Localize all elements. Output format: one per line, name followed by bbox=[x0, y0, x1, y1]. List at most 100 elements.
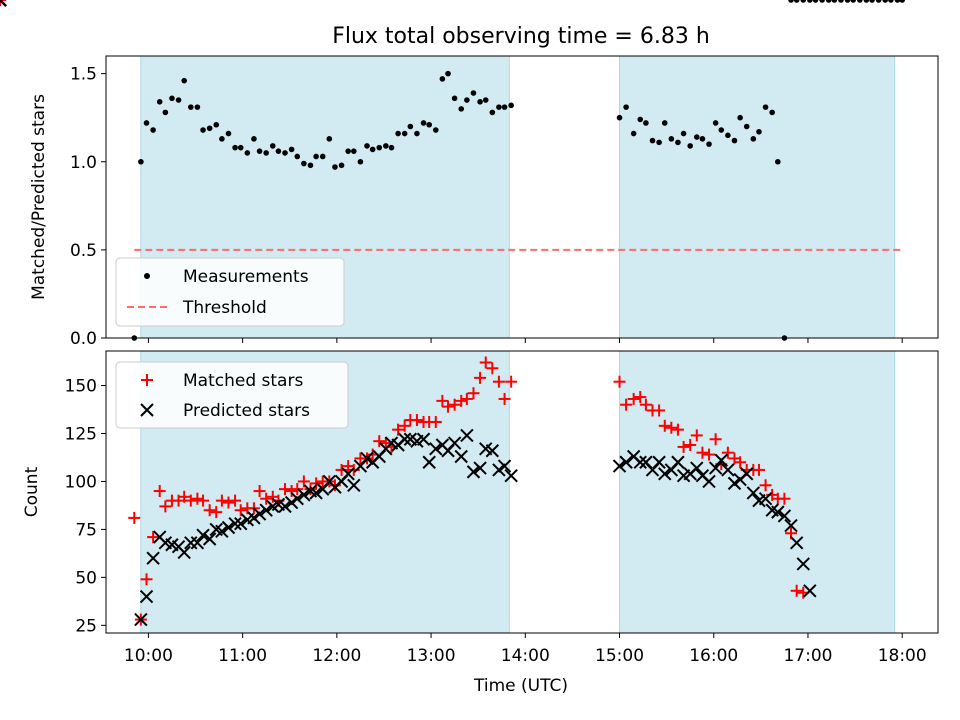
measurement-point bbox=[623, 104, 629, 110]
x-stroke bbox=[196, 528, 210, 542]
measurement-point bbox=[812, 0, 819, 3]
x-stroke bbox=[221, 520, 236, 535]
legend-predicted-marker bbox=[140, 403, 154, 417]
measurement-point bbox=[388, 144, 395, 151]
x-stroke bbox=[652, 455, 666, 469]
matched-star-point bbox=[460, 392, 473, 405]
x-stroke bbox=[190, 536, 205, 550]
x-tick-label: 18:00 bbox=[878, 646, 927, 666]
measurement-point bbox=[712, 120, 719, 126]
measurement-point bbox=[649, 137, 656, 144]
matched-star-point bbox=[639, 398, 652, 411]
measurement-point bbox=[718, 127, 725, 133]
predicted-star-point bbox=[447, 436, 462, 450]
predicted-star-point bbox=[796, 557, 810, 571]
measurement-point bbox=[188, 104, 194, 110]
top-legend: Measurements Threshold bbox=[115, 257, 345, 327]
predicted-star-point bbox=[360, 451, 374, 466]
measurement-point bbox=[169, 95, 175, 102]
y-tick-label: 25 bbox=[75, 616, 97, 636]
measurement-point bbox=[225, 130, 232, 137]
top-y-axis-label: Matched/Predicted stars bbox=[29, 94, 49, 300]
matched-star-point bbox=[677, 440, 690, 453]
measurement-point bbox=[338, 162, 345, 169]
x-stroke bbox=[619, 455, 633, 469]
measurement-point bbox=[288, 146, 295, 153]
measurement-point bbox=[496, 104, 502, 110]
measurement-point bbox=[769, 109, 775, 116]
x-stroke bbox=[497, 459, 512, 473]
matched-star-point bbox=[398, 419, 411, 432]
legend-threshold-label: Threshold bbox=[182, 298, 267, 318]
matched-star-point bbox=[620, 398, 633, 411]
measurement-point bbox=[630, 130, 637, 137]
matched-star-point bbox=[159, 500, 172, 513]
predicted-star-point bbox=[309, 486, 323, 500]
x-stroke bbox=[727, 476, 742, 491]
x-stroke bbox=[303, 484, 318, 498]
matched-star-point bbox=[778, 492, 791, 505]
matched-star-point bbox=[373, 435, 386, 448]
bottom-axes-frame bbox=[105, 350, 939, 634]
matched-star-point bbox=[486, 362, 499, 375]
matched-star-point bbox=[410, 414, 423, 427]
predicted-star-point bbox=[633, 455, 647, 469]
x-stroke bbox=[259, 503, 273, 517]
predicted-star-point bbox=[746, 486, 761, 500]
predicted-star-point bbox=[429, 442, 443, 456]
predicted-star-point bbox=[134, 612, 148, 627]
measurement-point bbox=[369, 146, 376, 153]
predicted-star-point bbox=[473, 461, 487, 475]
measurement-point bbox=[194, 104, 201, 110]
top-axes-frame bbox=[105, 55, 939, 339]
matched-star-point bbox=[479, 356, 492, 369]
measurement-point bbox=[668, 136, 675, 142]
measurement-point bbox=[401, 130, 408, 137]
matched-star-point bbox=[197, 494, 210, 507]
y-tick-label: 0.5 bbox=[70, 241, 97, 261]
measurement-point bbox=[508, 102, 514, 109]
predicted-star-point bbox=[341, 467, 355, 481]
x-stroke bbox=[215, 524, 229, 539]
measurement-point bbox=[687, 143, 693, 149]
measurement-point bbox=[793, 0, 800, 3]
matched-star-point bbox=[442, 400, 455, 413]
x-stroke bbox=[403, 432, 418, 446]
predicted-star-point bbox=[460, 428, 474, 443]
matched-star-point bbox=[671, 423, 684, 436]
predicted-star-point bbox=[202, 532, 217, 546]
x-stroke bbox=[796, 557, 810, 571]
measurement-point bbox=[143, 120, 150, 126]
predicted-star-point bbox=[789, 536, 804, 550]
measurement-point bbox=[301, 160, 307, 167]
measurement-point bbox=[407, 123, 414, 130]
measurement-point bbox=[656, 139, 662, 146]
predicted-star-point bbox=[504, 468, 518, 483]
x-stroke bbox=[485, 444, 500, 458]
measurement-point bbox=[869, 0, 875, 3]
measurement-point bbox=[426, 121, 432, 128]
matched-star-point bbox=[436, 394, 449, 407]
x-stroke bbox=[784, 518, 798, 533]
matched-star-point bbox=[492, 375, 505, 388]
matched-star-point bbox=[684, 439, 697, 451]
measurement-point bbox=[200, 127, 206, 133]
measurement-point bbox=[894, 0, 901, 3]
x-stroke bbox=[347, 478, 361, 492]
matched-star-point bbox=[128, 511, 141, 524]
predicted-star-point bbox=[177, 545, 191, 560]
measurement-point bbox=[244, 150, 251, 156]
measurement-point bbox=[219, 136, 225, 142]
x-tick-label: 10:00 bbox=[124, 646, 173, 666]
x-stroke bbox=[758, 492, 773, 506]
observing-intervals-top bbox=[140, 55, 896, 339]
x-stroke bbox=[789, 536, 804, 550]
predicted-star-point bbox=[146, 551, 160, 565]
x-tick-label: 14:00 bbox=[501, 646, 550, 666]
matched-star-point bbox=[658, 419, 671, 432]
measurement-point bbox=[326, 136, 333, 142]
matched-star-point bbox=[696, 446, 709, 459]
measurement-point bbox=[800, 0, 807, 3]
matched-star-point bbox=[234, 504, 247, 517]
x-stroke bbox=[479, 442, 493, 456]
